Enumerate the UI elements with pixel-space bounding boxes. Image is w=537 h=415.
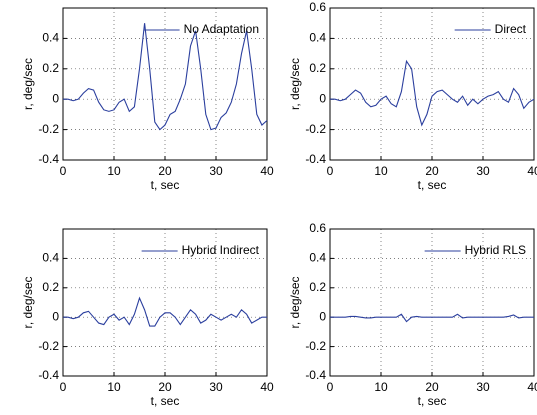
y-tick-label: 0.4 <box>42 31 59 45</box>
series-line <box>330 59 535 127</box>
y-tick-label: 0 <box>52 91 59 105</box>
y-tick-label: 0.4 <box>42 251 59 265</box>
axes-frame <box>62 228 268 377</box>
y-tick-label: 0.2 <box>309 280 326 294</box>
x-tick-label: 10 <box>107 164 121 178</box>
x-tick-label: 20 <box>425 164 439 178</box>
legend-label: Hybrid Indirect <box>182 243 260 257</box>
x-tick-label: 0 <box>327 380 334 394</box>
y-tick-label: 0 <box>52 309 59 323</box>
y-tick-label: 0 <box>319 91 326 105</box>
y-tick-label: 0.6 <box>309 0 326 14</box>
y-tick-label: 0.4 <box>309 31 326 45</box>
x-tick-label: 30 <box>476 380 490 394</box>
x-tick-label: 30 <box>209 380 223 394</box>
y-tick-label: 0.2 <box>42 61 59 75</box>
series-line <box>330 313 534 323</box>
y-tick-label: -0.4 <box>38 368 59 382</box>
x-tick-label: 20 <box>158 380 172 394</box>
x-tick-label: 0 <box>60 164 67 178</box>
x-tick-label: 40 <box>527 380 537 394</box>
x-axis-label: t, sec <box>151 394 180 408</box>
x-tick-label: 10 <box>374 164 388 178</box>
y-tick-label: 0.4 <box>309 251 326 265</box>
legend-label: No Adaptation <box>184 22 259 36</box>
x-tick-label: 30 <box>209 164 223 178</box>
series-line <box>63 23 268 131</box>
y-tick-label: -0.4 <box>305 152 326 166</box>
x-tick-label: 30 <box>476 164 490 178</box>
y-axis-label: r, deg/sec <box>21 276 35 328</box>
y-tick-label: -0.2 <box>305 339 326 353</box>
y-axis-label: r, deg/sec <box>288 58 302 110</box>
x-tick-label: 20 <box>158 164 172 178</box>
x-axis-label: t, sec <box>151 178 180 192</box>
x-tick-label: 20 <box>425 380 439 394</box>
y-tick-label: -0.4 <box>305 368 326 382</box>
x-tick-label: 40 <box>260 164 274 178</box>
y-tick-label: 0.2 <box>42 280 59 294</box>
y-axis-label: r, deg/sec <box>288 276 302 328</box>
x-tick-label: 0 <box>60 380 67 394</box>
x-tick-label: 40 <box>260 380 274 394</box>
y-tick-label: -0.2 <box>305 122 326 136</box>
x-axis-label: t, sec <box>418 394 447 408</box>
axes-frame <box>329 7 535 161</box>
x-tick-label: 40 <box>527 164 537 178</box>
y-axis-label: r, deg/sec <box>21 58 35 110</box>
y-tick-label: -0.4 <box>38 152 59 166</box>
x-tick-label: 10 <box>107 380 121 394</box>
x-tick-label: 0 <box>327 164 334 178</box>
y-tick-label: 0 <box>319 309 326 323</box>
x-tick-label: 10 <box>374 380 388 394</box>
axes-frame <box>62 7 268 161</box>
y-tick-label: 0.2 <box>309 61 326 75</box>
series-line <box>63 296 267 327</box>
x-axis-label: t, sec <box>418 178 447 192</box>
legend-label: Hybrid RLS <box>465 243 526 257</box>
axes-frame <box>329 228 535 377</box>
legend-label: Direct <box>495 22 527 36</box>
y-tick-label: -0.2 <box>38 122 59 136</box>
y-tick-label: 0.6 <box>309 221 326 235</box>
y-tick-label: -0.2 <box>38 339 59 353</box>
